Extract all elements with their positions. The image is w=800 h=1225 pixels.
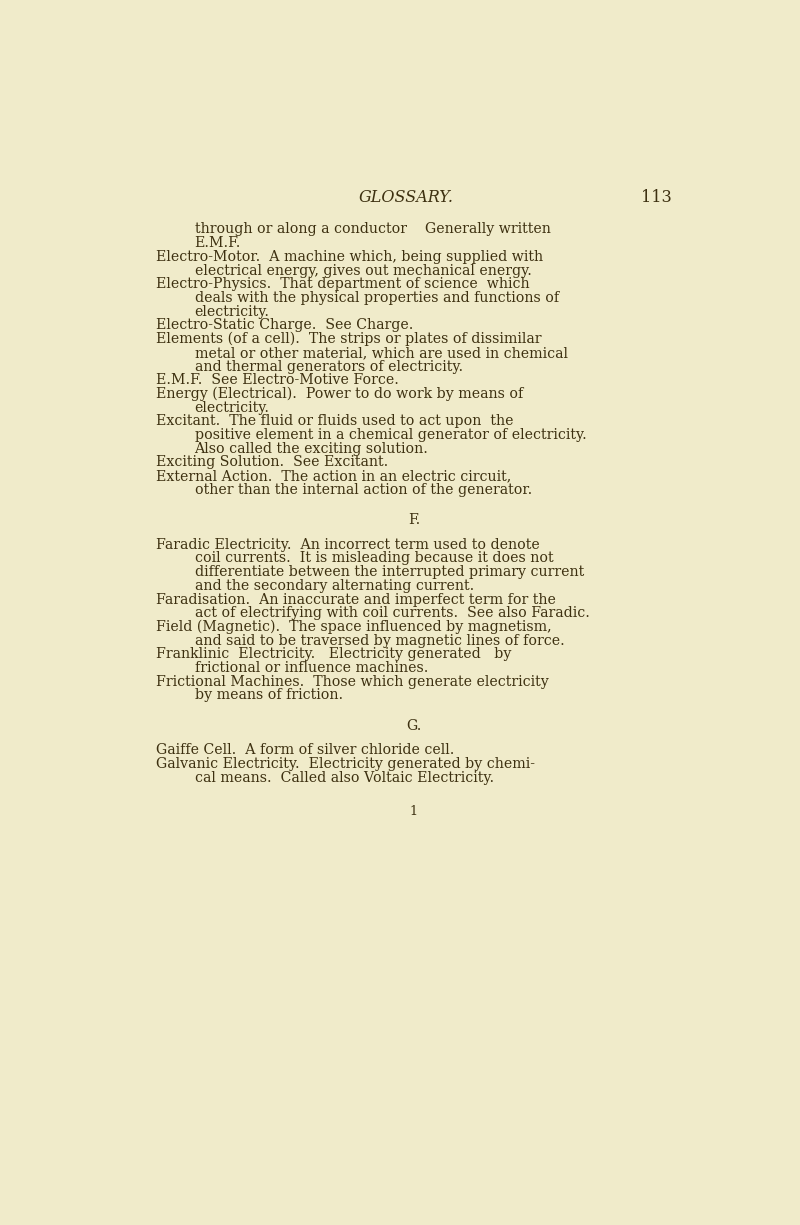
Text: and thermal generators of electricity.: and thermal generators of electricity. [194,359,462,374]
Text: Faradisation.  An inaccurate and imperfect term for the: Faradisation. An inaccurate and imperfec… [156,593,556,606]
Text: other than the internal action of the generator.: other than the internal action of the ge… [194,483,532,497]
Text: and the secondary alternating current.: and the secondary alternating current. [194,579,474,593]
Text: Gaiffe Cell.  A form of silver chloride cell.: Gaiffe Cell. A form of silver chloride c… [156,744,454,757]
Text: through or along a conductor    Generally written: through or along a conductor Generally w… [194,223,550,236]
Text: electrical energy, gives out mechanical energy.: electrical energy, gives out mechanical … [194,263,531,278]
Text: E.M.F.  See Electro-Motive Force.: E.M.F. See Electro-Motive Force. [156,374,398,387]
Text: Galvanic Electricity.  Electricity generated by chemi-: Galvanic Electricity. Electricity genera… [156,757,534,771]
Text: Frictional Machines.  Those which generate electricity: Frictional Machines. Those which generat… [156,675,549,688]
Text: Electro-Static Charge.  See Charge.: Electro-Static Charge. See Charge. [156,318,413,332]
Text: Exciting Solution.  See Excitant.: Exciting Solution. See Excitant. [156,456,388,469]
Text: positive element in a chemical generator of electricity.: positive element in a chemical generator… [194,428,586,442]
Text: act of electrifying with coil currents.  See also Faradic.: act of electrifying with coil currents. … [194,606,590,620]
Text: 1: 1 [410,805,418,818]
Text: Field (Magnetic).  The space influenced by magnetism,: Field (Magnetic). The space influenced b… [156,620,551,635]
Text: GLOSSARY.: GLOSSARY. [358,190,454,207]
Text: deals with the physical properties and functions of: deals with the physical properties and f… [194,292,558,305]
Text: G.: G. [406,719,422,733]
Text: Electro-Physics.  That department of science  which: Electro-Physics. That department of scie… [156,277,530,292]
Text: frictional or influence machines.: frictional or influence machines. [194,662,428,675]
Text: Excitant.  The fluid or fluids used to act upon  the: Excitant. The fluid or fluids used to ac… [156,414,514,429]
Text: 113: 113 [642,190,672,207]
Text: by means of friction.: by means of friction. [194,688,342,702]
Text: and said to be traversed by magnetic lines of force.: and said to be traversed by magnetic lin… [194,633,564,648]
Text: Energy (Electrical).  Power to do work by means of: Energy (Electrical). Power to do work by… [156,387,523,402]
Text: coil currents.  It is misleading because it does not: coil currents. It is misleading because … [194,551,553,566]
Text: cal means.  Called also Voltaic Electricity.: cal means. Called also Voltaic Electrici… [194,771,494,785]
Text: Faradic Electricity.  An incorrect term used to denote: Faradic Electricity. An incorrect term u… [156,538,539,551]
Text: External Action.  The action in an electric circuit,: External Action. The action in an electr… [156,469,511,483]
Text: metal or other material, which are used in chemical: metal or other material, which are used … [194,345,567,360]
Text: electricity.: electricity. [194,305,270,318]
Text: Elements (of a cell).  The strips or plates of dissimilar: Elements (of a cell). The strips or plat… [156,332,542,347]
Text: Franklinic  Electricity.   Electricity generated   by: Franklinic Electricity. Electricity gene… [156,647,511,662]
Text: electricity.: electricity. [194,401,270,414]
Text: F.: F. [408,513,420,527]
Text: differentiate between the interrupted primary current: differentiate between the interrupted pr… [194,565,584,579]
Text: Electro-Motor.  A machine which, being supplied with: Electro-Motor. A machine which, being su… [156,250,543,263]
Text: E.M.F.: E.M.F. [194,236,241,250]
Text: Also called the exciting solution.: Also called the exciting solution. [194,442,429,456]
